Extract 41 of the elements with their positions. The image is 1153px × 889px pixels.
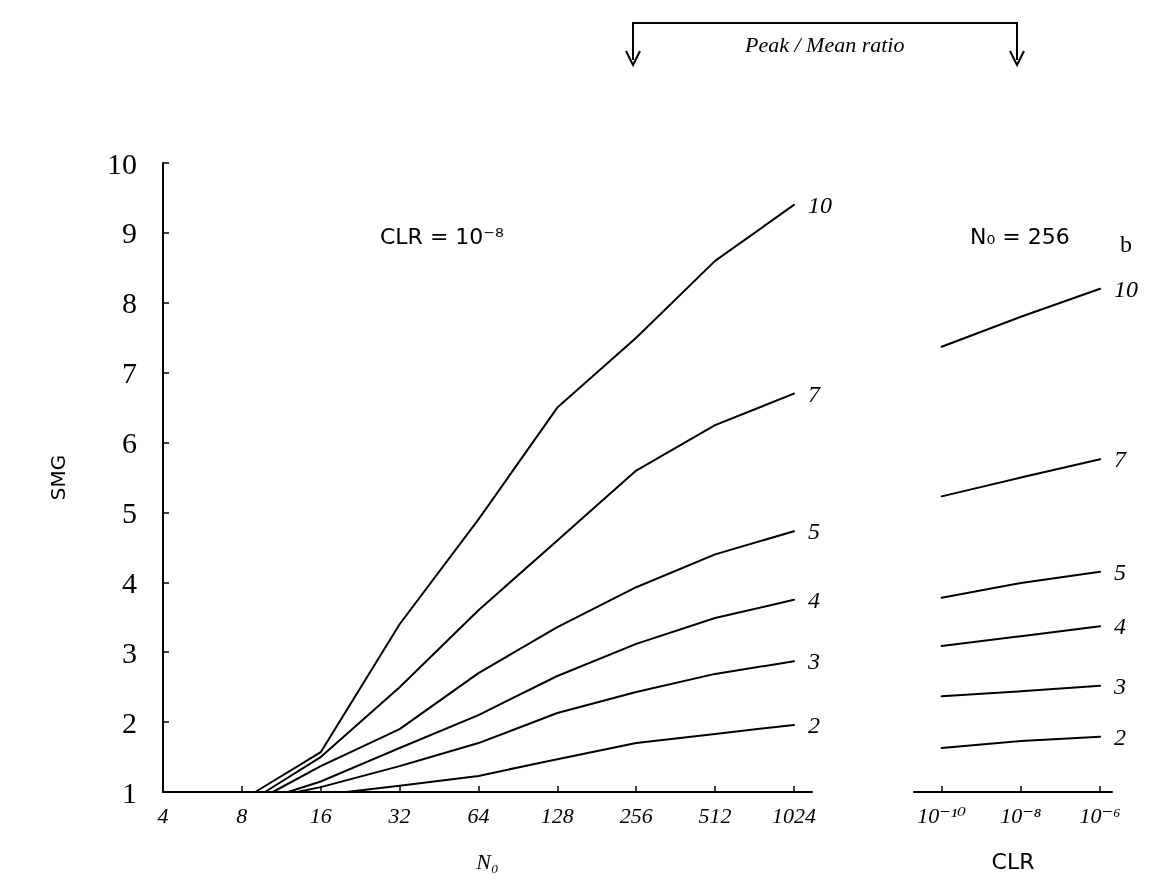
y-tick-label: 8 [122,286,137,320]
x-tick-label: 1024 [771,802,816,828]
series-label: 2 [1114,723,1127,750]
x-tick-label: 128 [540,802,574,828]
x-tick-label: 10⁻⁸ [1000,802,1042,828]
series-label: 10 [807,191,832,218]
x-tick-label: 10⁻⁶ [1079,802,1121,828]
x-tick-label: 32 [387,802,411,828]
series-label: 10 [1114,275,1139,302]
y-tick-label: 6 [122,426,137,460]
x-tick-label: 256 [619,802,653,828]
series-label: 3 [806,648,820,675]
series-label: 7 [1114,446,1128,473]
x-axis-title: CLR [991,848,1035,874]
legend-title: Peak / Mean ratio [745,32,905,58]
series-label: 7 [807,380,821,407]
x-tick-label: 10⁻¹⁰ [917,802,967,828]
text: N₀ = 256 [970,223,1070,249]
y-tick-label: 3 [122,635,137,669]
y-tick-label: 5 [122,495,137,529]
y-tick-label: 4 [122,565,137,599]
x-tick-label: 8 [236,802,248,828]
x-tick-label: 16 [309,802,332,828]
y-tick-label: 9 [122,216,137,250]
y-tick-label: 2 [122,705,137,739]
x-tick-label: 512 [698,802,732,828]
y-tick-label: 10 [107,146,137,180]
series-label: 5 [1114,558,1127,585]
text: CLR = 10⁻⁸ [380,223,504,249]
y-tick-label: 1 [122,775,137,809]
x-axis-title: N₀ [475,848,499,874]
series-label: 2 [807,711,820,738]
text: b [1120,231,1132,257]
y-axis-title: SMG [46,454,70,501]
series-label: 4 [1114,613,1127,640]
series-label: 5 [807,518,820,545]
x-tick-label: 4 [157,802,169,828]
series-label: 4 [807,586,820,613]
series-label: 3 [1113,672,1127,699]
x-tick-label: 64 [467,802,490,828]
y-tick-label: 7 [122,356,137,390]
